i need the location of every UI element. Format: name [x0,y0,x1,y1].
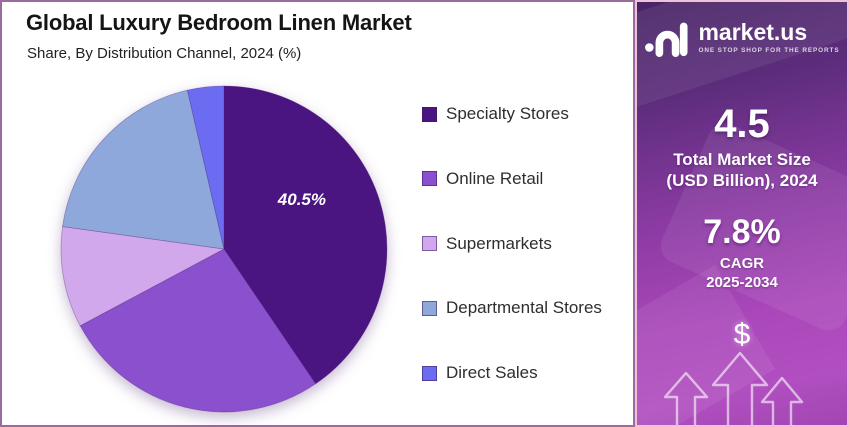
pie-slice-direct-sales [186,85,225,250]
legend-item-departmental-stores: Departmental Stores [422,296,632,320]
pie-data-label: 40.5% [277,190,326,209]
brand-header: market.us ONE STOP SHOP FOR THE REPORTS [637,16,847,58]
chart-legend: Specialty Stores Online Retail Supermarket… [422,102,632,385]
legend-swatch [422,300,437,316]
stat-total-market-size: 4.5 Total Market Size (USD Billion), 202… [637,102,847,191]
stat-label-line2: 2025-2034 [706,273,778,291]
pie-chart: 40.5% [59,84,389,414]
page-title: Global Luxury Bedroom Linen Market [26,10,412,35]
legend-label: Direct Sales [446,363,538,382]
legend-label: Supermarkets [446,233,552,253]
stat-label: CAGR 2025-2034 [637,255,847,292]
legend-swatch [422,236,437,251]
market-us-logo-icon [645,22,688,58]
legend-item-online-retail: Online Retail [422,167,632,191]
stat-value: 4.5 [714,102,770,146]
stat-label: Total Market Size (USD Billion), 2024 [637,150,847,191]
pie-chart-svg: 40.5% [60,85,388,413]
pie-slice-supermarkets [60,226,226,327]
pie-slice-departmental-stores [62,89,225,250]
dollar-icon: $ [733,318,751,351]
stat-cagr: 7.8% CAGR 2025-2034 [637,213,847,292]
legend-item-specialty-stores: Specialty Stores [422,102,632,126]
pie-slice-specialty-stores [223,85,388,385]
legend-swatch [422,171,437,187]
stat-label-line1: Total Market Size [673,150,811,169]
legend-label: Departmental Stores [446,298,602,318]
brand-tagline: ONE STOP SHOP FOR THE REPORTS [698,46,840,54]
legend-item-supermarkets: Supermarkets [422,232,632,256]
chart-subtitle: Share, By Distribution Channel, 2024 (%) [27,45,302,62]
legend-item-direct-sales: Direct Sales [422,361,632,385]
stat-label-line2: (USD Billion), 2024 [666,170,818,190]
legend-label: Online Retail [446,168,544,188]
stat-label-line1: CAGR [719,255,765,273]
brand-name: market.us [698,18,808,45]
brand-sidebar: market.us ONE STOP SHOP FOR THE REPORTS … [635,0,849,427]
chart-panel: Global Luxury Bedroom Linen Market Share… [0,0,635,427]
legend-swatch [422,106,437,122]
growth-arrows-icon [663,351,804,425]
legend-label: Specialty Stores [446,104,569,123]
stat-value: 7.8% [703,213,781,251]
legend-swatch [422,365,437,381]
brand-text: market.us ONE STOP SHOP FOR THE REPORTS [698,18,840,54]
pie-slice-online-retail [79,248,317,413]
